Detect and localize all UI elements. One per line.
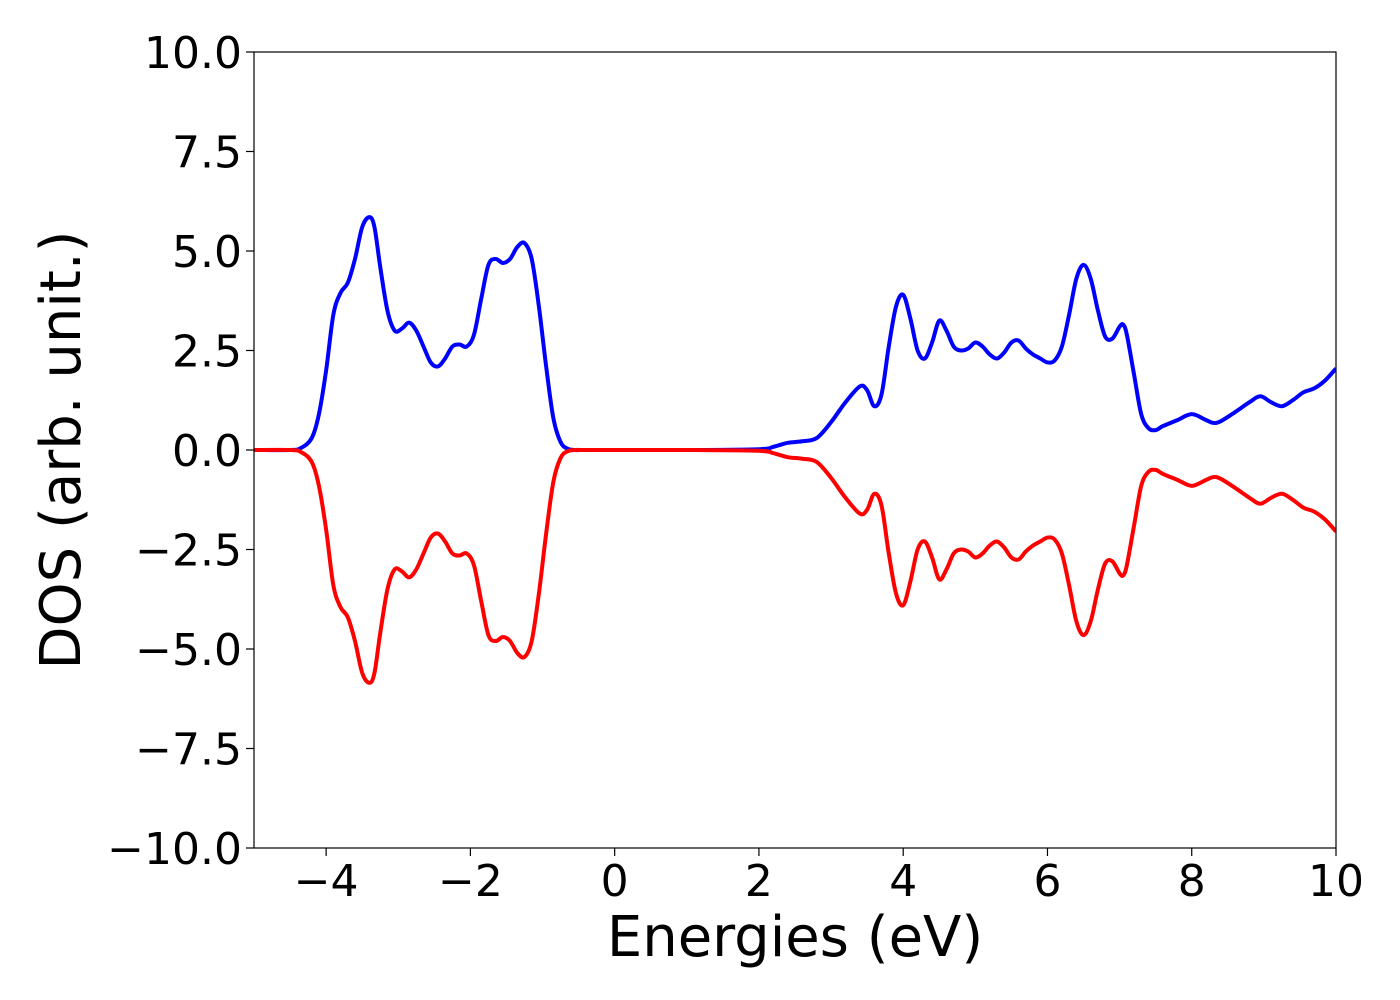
- y-tick-label: −2.5: [135, 526, 242, 577]
- x-axis: −4 −2 0 2 4 6 8 10: [294, 848, 1364, 907]
- y-tick-label: −5.0: [135, 625, 242, 676]
- y-tick-label: 5.0: [172, 227, 242, 278]
- y-tick-label: 7.5: [172, 128, 242, 179]
- y-axis-title: DOS (arb. unit.): [29, 230, 94, 669]
- series-layer: [254, 215, 1336, 685]
- x-axis-title: Energies (eV): [607, 905, 983, 970]
- x-tick-label: 6: [1033, 856, 1061, 907]
- dos-series-spin-up-line: [254, 215, 1336, 453]
- y-tick-label: −7.5: [135, 725, 242, 776]
- y-axis: 10.0 7.5 5.0 2.5 0.0 −2.5 −5.0 −7.5 −10.0: [107, 28, 254, 875]
- y-tick-label: 0.0: [172, 426, 242, 477]
- y-tick-label: 10.0: [144, 28, 242, 79]
- y-tick-label: 2.5: [172, 327, 242, 378]
- plot-frame: [253, 51, 1337, 849]
- x-tick-label: 0: [601, 856, 629, 907]
- x-tick-label: 10: [1308, 856, 1364, 907]
- x-tick-label: −4: [294, 856, 359, 907]
- x-tick-label: 2: [745, 856, 773, 907]
- dos-series-spin-down-line: [254, 447, 1336, 685]
- x-tick-label: −2: [438, 856, 503, 907]
- x-tick-label: 4: [889, 856, 917, 907]
- x-tick-label: 8: [1178, 856, 1206, 907]
- y-tick-label: −10.0: [107, 824, 242, 875]
